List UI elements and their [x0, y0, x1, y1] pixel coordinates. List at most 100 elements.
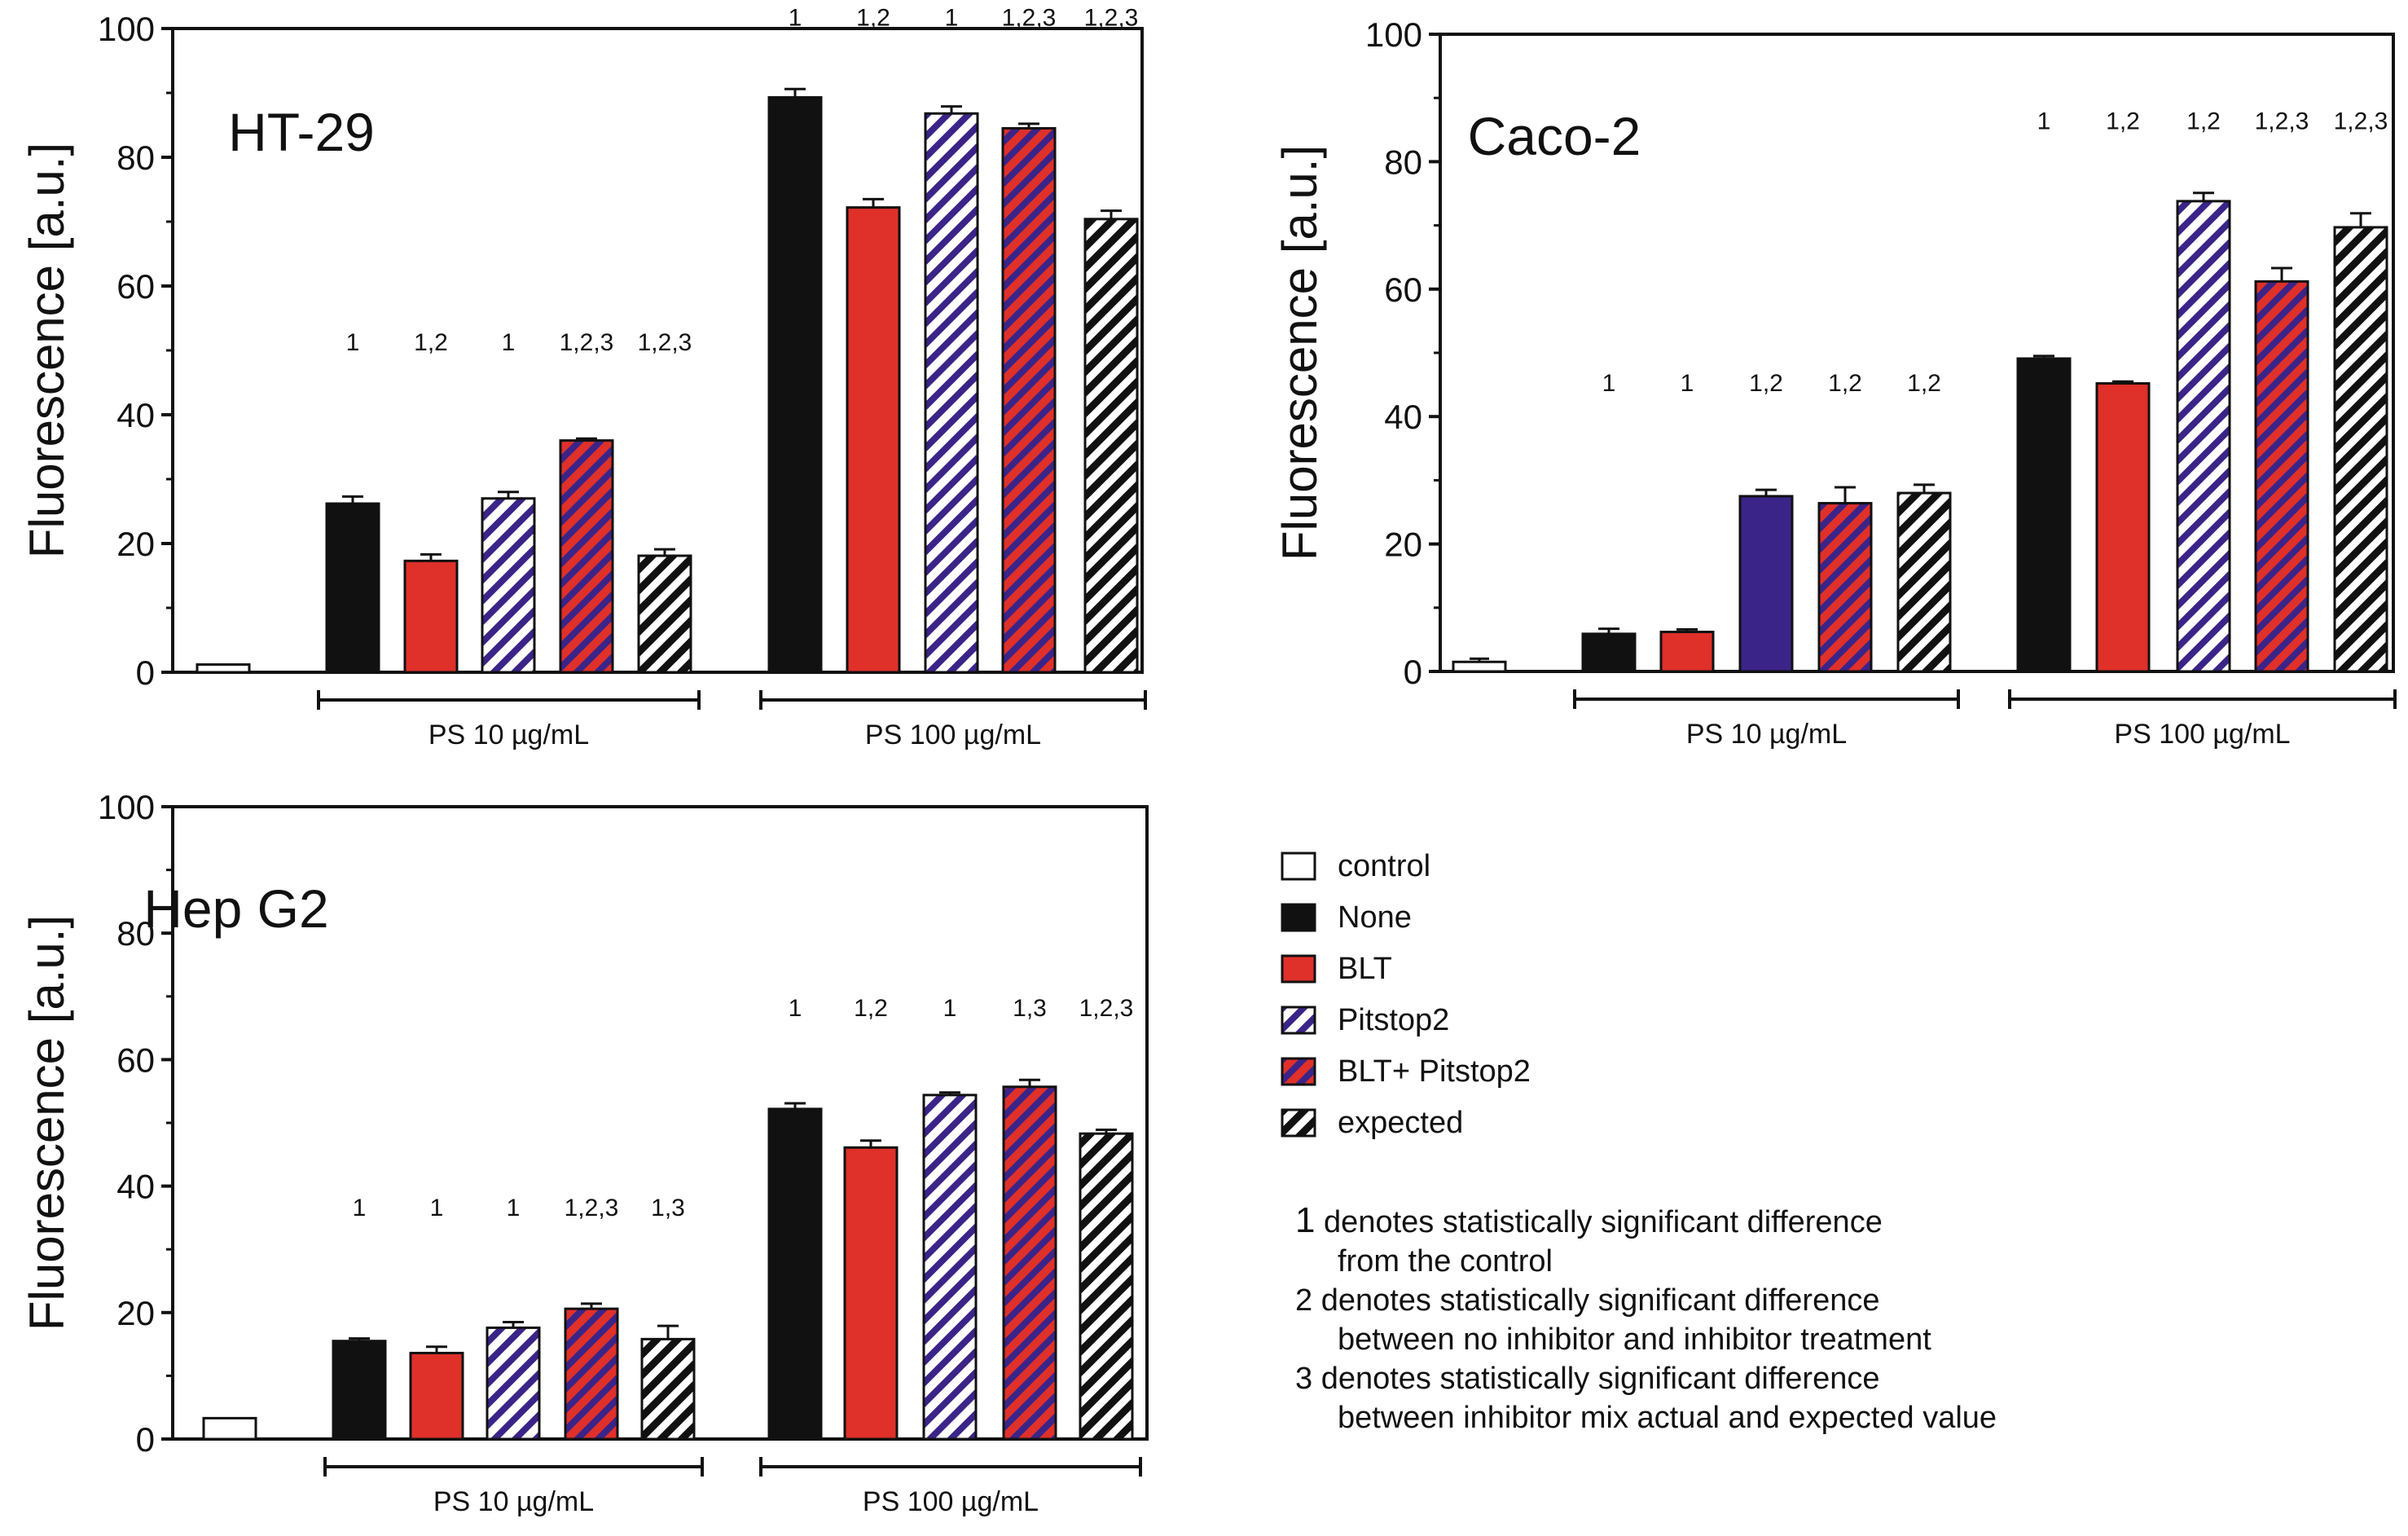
y-tick-label: 0 [136, 654, 155, 692]
y-tick-label: 80 [1384, 143, 1422, 181]
bar-blt-pitstop2-g1 [564, 1307, 619, 1441]
bar-blt-g2 [846, 206, 901, 674]
y-tick-label: 40 [116, 1168, 155, 1206]
significance-label-pitstop2-g2: 1 [943, 995, 957, 1022]
significance-label-pitstop2-g1: 1 [507, 1195, 521, 1221]
significance-label-none-g1: 1 [1602, 370, 1616, 397]
significance-label-pitstop2-g1: 1,2 [1749, 370, 1783, 397]
note-3-cont: between inhibitor mix actual and expecte… [1338, 1401, 1997, 1435]
y-tick-label: 60 [116, 267, 155, 306]
chart-title: HT-29 [228, 102, 375, 162]
legend-label-control: control [1338, 849, 1431, 883]
group-label: PS 10 µg/mL [433, 1486, 594, 1517]
bar-blt-pitstop2-g1 [1817, 502, 1873, 673]
bar-expected-g2 [2333, 226, 2388, 673]
bar-pitstop2-g2 [2176, 200, 2231, 673]
group-label: PS 10 µg/mL [1686, 719, 1847, 750]
significance-label-blt-g1: 1 [430, 1195, 444, 1221]
bar-none-g1 [332, 1340, 387, 1441]
legend-label-blt-pitstop2: BLT+ Pitstop2 [1338, 1054, 1531, 1089]
bar-none-g2 [767, 1107, 823, 1441]
significance-label-expected-g2: 1,2,3 [1084, 4, 1139, 31]
bar-control [1452, 660, 1507, 673]
bar-control [202, 1416, 257, 1441]
significance-label-pitstop2-g2: 1 [945, 4, 959, 31]
y-tick-label: 0 [1404, 653, 1422, 691]
bar-expected-g1 [637, 554, 692, 674]
significance-label-blt-pitstop2-g2: 1,2,3 [1002, 4, 1057, 31]
legend-item-pitstop2: Pitstop2 [1281, 1000, 2340, 1051]
significance-label-expected-g1: 1,2 [1907, 370, 1941, 397]
note-1-text: denotes statistically significant differ… [1324, 1205, 1883, 1239]
legend-label-none: None [1338, 900, 1412, 935]
significance-label-expected-g1: 1,2,3 [638, 329, 692, 356]
legend-item-blt-pitstop2: BLT+ Pitstop2 [1281, 1051, 2340, 1102]
bar-expected-g1 [640, 1337, 696, 1441]
y-axis-label: Fluorescence [a.u.] [1272, 145, 1327, 561]
bar-expected-g1 [1896, 491, 1952, 673]
significance-label-none-g2: 1 [2037, 108, 2051, 135]
y-axis-label: Fluorescence [a.u.] [20, 143, 74, 558]
bar-blt-g1 [409, 1351, 464, 1441]
bar-blt-g1 [403, 559, 459, 674]
significance-notes: 1 denotes statistically significant diff… [1295, 1201, 1997, 1437]
significance-label-none-g2: 1 [789, 995, 802, 1022]
significance-label-blt-g1: 1,2 [414, 329, 448, 356]
bar-none-g2 [2016, 357, 2072, 673]
y-tick-label: 20 [116, 525, 155, 563]
y-tick-label: 20 [116, 1294, 155, 1332]
legend-item-expected: expected [1281, 1102, 2340, 1154]
bar-pitstop2-g2 [922, 1094, 978, 1441]
y-tick-label: 40 [1384, 398, 1422, 436]
significance-label-pitstop2-g2: 1,2 [2186, 108, 2221, 135]
significance-label-none-g1: 1 [346, 329, 360, 356]
bar-pitstop2-g1 [1738, 495, 1794, 673]
significance-label-blt-pitstop2-g2: 1,2,3 [2255, 108, 2309, 135]
y-tick-label: 80 [116, 139, 155, 177]
legend-item-blt: BLT [1281, 948, 2340, 1000]
bar-pitstop2-g2 [924, 112, 979, 674]
significance-label-expected-g2: 1,2,3 [2334, 108, 2388, 135]
significance-label-expected-g1: 1,3 [651, 1195, 685, 1221]
chart-panel-ht29: 0 20 40 60 80 100 Fluorescence [a.u.] HT-29 1 1,2… [20, 4, 1147, 750]
bar-blt-g2 [843, 1146, 899, 1441]
bar-pitstop2-g1 [481, 497, 536, 674]
y-tick-label: 60 [1384, 271, 1422, 309]
group-label: PS 100 µg/mL [2114, 719, 2290, 750]
y-axis-label: Fluorescence [a.u.] [20, 915, 74, 1331]
chart-title: Hep G2 [143, 878, 328, 939]
y-tick-label: 100 [1365, 15, 1422, 54]
bar-blt-pitstop2-g2 [2254, 279, 2309, 673]
legend-label-blt: BLT [1338, 952, 1392, 986]
y-tick-label: 20 [1384, 526, 1422, 564]
bar-blt-pitstop2-g2 [1001, 126, 1057, 674]
legend: control None BLT Pitstop2 BLT+ Pitstop2 … [1281, 846, 2340, 1154]
significance-label-expected-g2: 1,2,3 [1079, 995, 1134, 1022]
significance-label-pitstop2-g1: 1 [502, 329, 516, 356]
significance-label-blt-g2: 1,2 [856, 4, 890, 31]
y-tick-label: 100 [98, 788, 155, 826]
significance-label-blt-pitstop2-g2: 1,3 [1013, 995, 1047, 1022]
bar-none-g2 [767, 96, 823, 674]
bar-blt-pitstop2-g1 [559, 439, 614, 674]
chart-panel-hepg2: 0 20 40 60 80 100 Fluorescence [a.u.] Hep G2 1 1 1… [20, 788, 1149, 1517]
note-3: 3 denotes statistically significant diff… [1295, 1362, 1880, 1396]
significance-label-none-g2: 1 [789, 4, 802, 31]
bar-none-g1 [325, 502, 380, 674]
bar-blt-g2 [2095, 382, 2151, 673]
bar-blt-pitstop2-g2 [1002, 1085, 1057, 1441]
y-tick-label: 80 [116, 914, 155, 953]
chart-title: Caco-2 [1468, 106, 1641, 166]
y-tick-label: 100 [98, 10, 155, 48]
significance-label-blt-g2: 1,2 [2106, 108, 2140, 135]
note-2-cont: between no inhibitor and inhibitor treat… [1338, 1323, 1931, 1357]
group-label: PS 10 µg/mL [428, 720, 589, 750]
bar-none-g1 [1581, 632, 1637, 673]
group-label: PS 100 µg/mL [863, 1486, 1039, 1517]
legend-item-none: None [1281, 897, 2340, 948]
bar-control [196, 663, 251, 674]
bar-expected-g2 [1079, 1132, 1134, 1441]
y-tick-label: 0 [136, 1420, 155, 1459]
legend-label-pitstop2: Pitstop2 [1338, 1003, 1450, 1037]
bar-pitstop2-g1 [486, 1326, 541, 1441]
